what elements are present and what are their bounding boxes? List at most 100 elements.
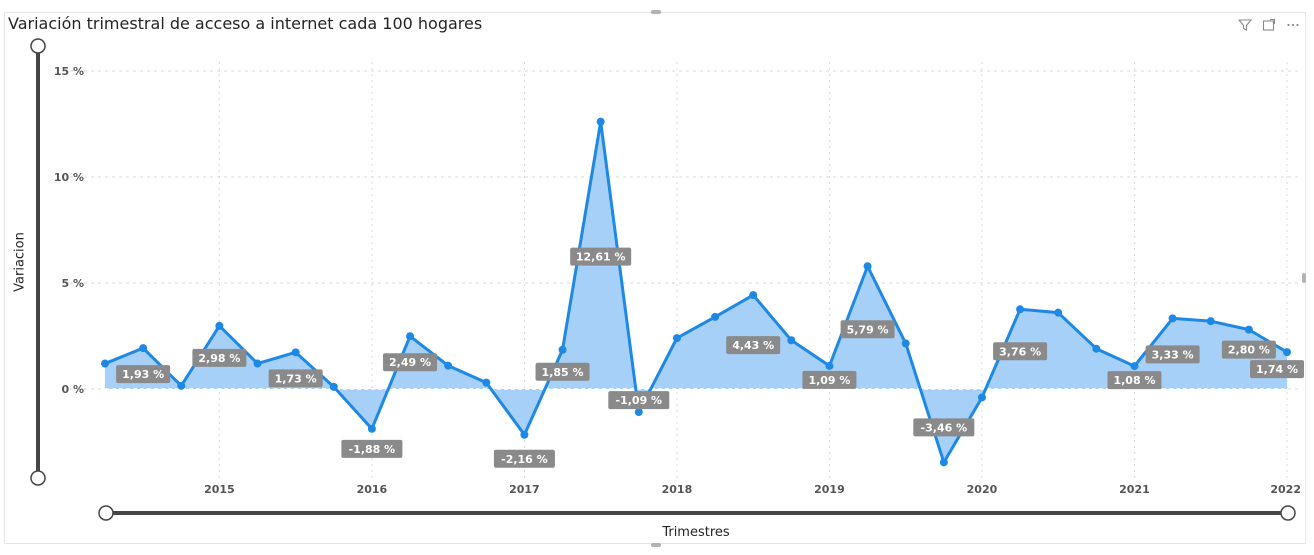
y-zoom-slider-handle-bottom[interactable] [30, 470, 46, 486]
y-tick-label: 15 % [54, 65, 84, 78]
x-tick-label: 2016 [357, 483, 388, 496]
resize-handle-top[interactable] [651, 10, 661, 14]
data-label-bg [570, 247, 632, 266]
y-tick-label: 10 % [54, 171, 84, 184]
data-point [787, 336, 796, 345]
data-label-text: -1,09 % [616, 394, 663, 407]
x-tick-label: 2022 [1270, 483, 1301, 496]
data-label: 12,61 % [570, 247, 632, 266]
data-label-text: 3,76 % [999, 345, 1041, 358]
x-tick-label: 2015 [204, 483, 235, 496]
x-tick-label: 2021 [1119, 483, 1150, 496]
y-axis-ticks: 0 % 5 % 10 % 15 % [54, 65, 84, 396]
x-zoom-slider-handle-right[interactable] [1280, 505, 1296, 521]
data-label-text: -3,46 % [921, 421, 968, 434]
y-tick-label: 5 % [61, 277, 84, 290]
data-point [1206, 317, 1215, 326]
data-point [520, 430, 529, 439]
data-label-bg [1107, 371, 1162, 390]
data-label: 3,33 % [1145, 345, 1200, 364]
data-label-text: 1,73 % [275, 372, 317, 385]
data-point [711, 312, 720, 321]
data-point [672, 334, 681, 343]
data-point [253, 359, 262, 368]
series-polyline [104, 120, 1288, 464]
data-label-bg [802, 370, 857, 389]
data-label-text: 12,61 % [576, 251, 626, 264]
x-axis-title: Trimestres [662, 525, 730, 540]
data-point [215, 321, 224, 330]
x-tick-label: 2017 [509, 483, 540, 496]
focus-mode-icon[interactable] [1262, 18, 1276, 32]
data-label: -2,16 % [493, 449, 555, 468]
data-label: -1,88 % [341, 439, 403, 458]
data-label: -1,09 % [608, 391, 670, 410]
data-label: 4,43 % [726, 336, 781, 355]
data-label-bg [1221, 340, 1276, 359]
data-label-text: 1,85 % [542, 366, 584, 379]
chart-title: Variación trimestral de acceso a interne… [8, 14, 483, 33]
data-point [101, 359, 109, 368]
data-point [558, 345, 567, 354]
data-label-text: 1,08 % [1113, 374, 1155, 387]
data-point [939, 458, 948, 467]
data-label-bg [341, 439, 403, 458]
data-label: 1,74 % [1250, 360, 1304, 379]
data-label-bg [993, 342, 1048, 361]
data-label: 1,09 % [802, 370, 857, 389]
data-label-text: 2,98 % [198, 352, 240, 365]
data-label-bg [268, 369, 323, 388]
data-label: 1,08 % [1107, 371, 1162, 390]
data-point [1054, 308, 1063, 317]
x-zoom-slider-handle-left[interactable] [98, 505, 114, 521]
data-label-bg [840, 320, 895, 339]
data-point [329, 382, 338, 391]
data-label-bg [913, 418, 975, 437]
data-label-text: 2,49 % [389, 356, 431, 369]
data-point [977, 393, 986, 402]
data-point [863, 262, 872, 271]
gridlines [70, 62, 1300, 478]
data-label: 2,98 % [192, 348, 247, 367]
data-point [1283, 348, 1291, 357]
data-label-text: 5,79 % [847, 323, 889, 336]
data-point [139, 344, 148, 353]
area-path [105, 121, 1287, 463]
more-options-icon[interactable] [1286, 18, 1300, 32]
y-zoom-slider-handle-top[interactable] [30, 38, 46, 54]
data-label-text: 3,33 % [1152, 348, 1194, 361]
data-point [177, 381, 186, 390]
data-label: 2,49 % [383, 353, 438, 372]
x-tick-label: 2020 [967, 483, 998, 496]
zoom-sliders[interactable] [30, 38, 1296, 521]
resize-handle-right[interactable] [1302, 273, 1306, 283]
data-points [101, 117, 1291, 467]
resize-handle-bottom[interactable] [651, 543, 661, 547]
data-label-text: -2,16 % [501, 453, 548, 466]
data-label-bg [116, 365, 171, 384]
data-labels: 1,93 % 2,98 % 1,73 % -1,88 % 2,49 % -2,16 % 1,… [116, 247, 1304, 468]
data-label-text: 1,09 % [808, 374, 850, 387]
series-line [104, 120, 1288, 464]
data-label: 1,85 % [535, 362, 590, 381]
data-label: 1,73 % [268, 369, 323, 388]
data-point [1092, 344, 1101, 353]
data-point [367, 424, 376, 433]
data-label-text: 4,43 % [732, 339, 774, 352]
data-point [1016, 305, 1025, 314]
x-tick-label: 2019 [814, 483, 845, 496]
y-tick-label: 0 % [61, 383, 84, 396]
data-label-bg [493, 449, 555, 468]
data-point [825, 361, 834, 370]
filter-icon[interactable] [1237, 18, 1253, 32]
data-label-bg [535, 362, 590, 381]
data-label-bg [1145, 345, 1200, 364]
data-point [749, 291, 758, 300]
data-point [901, 339, 910, 348]
data-label-text: 1,74 % [1256, 363, 1298, 376]
data-label-text: 2,80 % [1228, 344, 1270, 357]
data-point [444, 361, 453, 370]
data-label-text: -1,88 % [349, 443, 396, 456]
